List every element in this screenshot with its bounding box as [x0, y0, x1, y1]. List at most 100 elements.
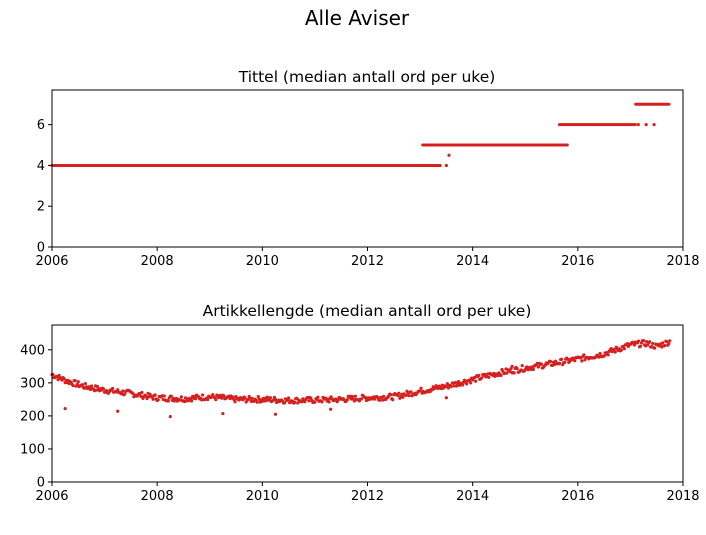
data-point [644, 123, 648, 127]
data-point [111, 386, 115, 391]
data-point [531, 367, 535, 372]
data-point [313, 400, 317, 404]
data-point [663, 344, 667, 348]
chart-artikkellengde-axes: 2006 2008 2010 2012 2014 2016 2018 0 100 200 300 40… [20, 324, 700, 504]
tittel-points [50, 102, 671, 168]
data-point [438, 163, 442, 168]
data-point [169, 394, 173, 398]
data-point [573, 359, 577, 363]
x-tick-label: 2006 [35, 489, 68, 504]
x-tick-label: 2018 [666, 489, 699, 504]
data-point [447, 153, 451, 157]
data-point [220, 396, 224, 400]
data-point [166, 399, 170, 403]
data-point [295, 396, 299, 400]
data-point [179, 395, 184, 399]
data-point [632, 343, 637, 347]
data-point [667, 342, 671, 346]
data-point [602, 354, 606, 358]
data-point [222, 394, 226, 398]
y-tick-label: 6 [37, 118, 45, 133]
data-point [619, 348, 623, 352]
x-tick-label: 2016 [561, 489, 594, 504]
x-tick-label: 2010 [246, 254, 279, 269]
data-point [243, 396, 247, 400]
y-tick-label: 4 [37, 159, 45, 174]
data-point [401, 395, 405, 399]
chart-artikkellengde-title: Artikkellengde (median antall ord per uk… [203, 302, 532, 320]
data-point [469, 381, 473, 385]
data-point [75, 382, 79, 387]
data-point [667, 102, 671, 106]
data-point [446, 386, 450, 390]
data-point [449, 384, 454, 389]
data-point [378, 398, 382, 402]
data-point [359, 397, 364, 401]
data-point [189, 399, 194, 403]
data-point [636, 123, 640, 127]
chart-tittel-title: Tittel (median antall ord per uke) [238, 68, 496, 86]
data-point [609, 347, 613, 351]
data-point [665, 340, 669, 344]
figure-suptitle: Alle Aviser [305, 6, 410, 30]
data-point [633, 123, 637, 127]
artikkellengde-plot-frame [51, 324, 684, 483]
data-point [156, 398, 160, 402]
data-point [234, 394, 238, 399]
data-point [221, 411, 225, 416]
data-point [56, 378, 60, 382]
data-point [409, 390, 413, 394]
data-point [582, 353, 586, 357]
data-point [153, 393, 157, 397]
chart-tittel-axes: 2006 2008 2010 2012 2014 2016 2018 0 2 4 6 [35, 89, 700, 269]
data-point [287, 396, 291, 400]
data-point [613, 350, 617, 354]
x-tick-label: 2018 [666, 254, 699, 269]
x-tick-label: 2006 [35, 254, 68, 269]
data-point [477, 373, 481, 378]
data-point [273, 397, 278, 402]
data-point [193, 397, 198, 401]
x-tick-label: 2014 [456, 489, 489, 504]
y-tick-label: 300 [20, 376, 45, 391]
data-point [206, 398, 210, 402]
data-point [293, 400, 297, 405]
data-point [336, 398, 340, 402]
data-point [404, 393, 408, 397]
data-point [460, 383, 465, 387]
data-point [101, 387, 106, 391]
data-point [444, 163, 448, 168]
data-point [162, 394, 166, 398]
data-point [536, 365, 541, 369]
data-point [256, 395, 260, 399]
data-point [123, 392, 127, 396]
data-point [121, 389, 125, 393]
data-point [641, 338, 646, 343]
data-point [231, 395, 235, 399]
data-point [282, 401, 287, 405]
data-point [353, 394, 357, 398]
data-point [648, 340, 652, 344]
data-point [499, 373, 503, 378]
data-point [140, 390, 144, 395]
data-point [418, 389, 422, 393]
x-tick-label: 2012 [351, 489, 384, 504]
data-point [515, 366, 519, 371]
data-point [483, 372, 487, 376]
data-point [201, 393, 205, 397]
data-point [273, 412, 278, 416]
tittel-plot-frame [51, 89, 684, 248]
data-point [468, 378, 472, 382]
data-point [233, 400, 237, 404]
chart-artikkellengde: Artikkellengde (median antall ord per uk… [20, 302, 699, 504]
data-point [73, 379, 77, 383]
data-point [139, 394, 143, 399]
x-tick-label: 2016 [561, 254, 594, 269]
data-point [391, 398, 395, 402]
data-point [350, 394, 354, 399]
data-point [520, 363, 524, 368]
y-tick-label: 0 [37, 241, 45, 256]
data-point [382, 394, 386, 398]
data-point [622, 347, 626, 351]
